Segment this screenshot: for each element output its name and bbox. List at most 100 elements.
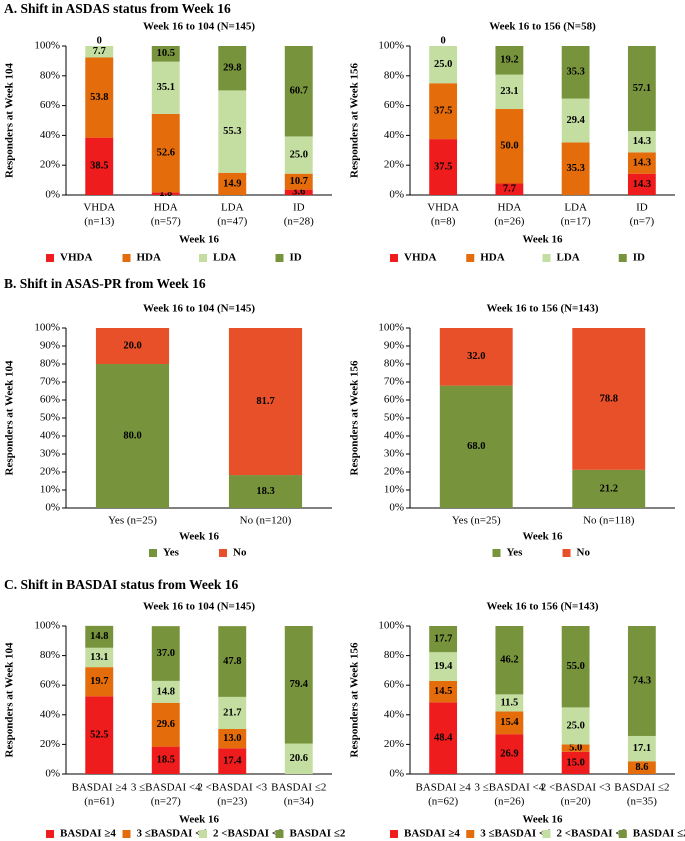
x-tick-label: (n=34) [284, 796, 314, 808]
legend-label: 2 <BASDAI <3 [213, 828, 284, 840]
y-tick-label: 60% [384, 394, 404, 406]
bar-segment [572, 328, 646, 470]
y-tick-label: 0% [45, 189, 60, 201]
value-label: 17.4 [223, 756, 242, 767]
chart-title: Week 16 to 156 (N=143) [487, 601, 599, 613]
value-label: 13.1 [90, 652, 108, 663]
bar-segment [151, 680, 180, 703]
x-axis-label: Week 16 [522, 531, 563, 543]
x-axis-label: Week 16 [179, 814, 220, 826]
legend-swatch [466, 254, 475, 262]
x-tick-label: (n=17) [561, 216, 591, 228]
value-label: 74.3 [633, 675, 651, 686]
value-label: 15.4 [500, 717, 519, 728]
bar-segment [429, 139, 458, 195]
value-label: 37.5 [434, 161, 452, 172]
y-tick-label: 80% [40, 358, 60, 370]
bar-segment [627, 46, 656, 132]
bar-segment [85, 667, 114, 697]
bar-segment [429, 626, 458, 653]
chart-title: Week 16 to 104 (N=145) [143, 601, 255, 613]
bar-segment [495, 46, 524, 75]
bar-segment [95, 364, 170, 508]
y-tick-label: 80% [384, 649, 404, 661]
y-tick-label: 60% [40, 394, 60, 406]
y-tick-label: 20% [384, 159, 404, 171]
y-tick-label: 80% [40, 69, 60, 81]
y-tick-label: 100% [34, 322, 60, 334]
value-label: 5.0 [569, 743, 582, 754]
x-tick-label: VHDA [427, 202, 459, 214]
bar-segment [495, 694, 524, 712]
value-label: 29.8 [223, 63, 241, 74]
y-tick-label: 30% [384, 448, 404, 460]
value-label: 80.0 [123, 430, 141, 441]
bar-segment [151, 61, 180, 114]
bar-segment [228, 475, 303, 508]
y-tick-label: 10% [40, 484, 60, 496]
legend-swatch [542, 830, 551, 838]
bar-segment [284, 743, 313, 774]
value-label: 21.7 [223, 707, 241, 718]
bar-segment [151, 702, 180, 747]
y-tick-label: 0% [389, 189, 404, 201]
y-tick-label: 10% [384, 484, 404, 496]
x-tick-label: (n=27) [151, 796, 181, 808]
chart-title: Week 16 to 156 (N=58) [489, 21, 596, 33]
bar-segment [561, 626, 590, 708]
y-tick-label: 40% [40, 708, 60, 720]
bar-segment [627, 152, 656, 174]
legend-swatch [618, 830, 627, 838]
value-label: 7.7 [503, 184, 516, 195]
value-label: 14.3 [633, 179, 651, 190]
y-axis-label: Responders at Week 156 [349, 360, 361, 475]
value-label: 35.3 [566, 67, 584, 78]
value-label: 20.0 [123, 340, 141, 351]
y-tick-label: 80% [384, 358, 404, 370]
legend-label: BASDAI ≥4 [404, 828, 460, 840]
value-label: 81.7 [256, 396, 274, 407]
bar-segment [218, 46, 247, 91]
y-tick-label: 70% [384, 376, 404, 388]
legend-swatch [466, 830, 475, 838]
bar-segment [95, 328, 170, 364]
section-title: A. Shift in ASDAS status from Week 16 [4, 1, 231, 16]
legend-swatch [542, 254, 551, 262]
x-tick-label: BASDAI ≥4 [416, 782, 472, 794]
value-label: 60.7 [290, 86, 308, 97]
bar-segment [627, 626, 656, 736]
legend-label: LDA [213, 252, 236, 264]
section-title: C. Shift in BASDAI status from Week 16 [4, 577, 239, 592]
legend-label: 2 <BASDAI <3 [557, 828, 628, 840]
legend-swatch [275, 830, 284, 838]
legend-label: No [577, 547, 591, 559]
value-label: 50.0 [500, 141, 518, 152]
value-label: 25.0 [566, 720, 584, 731]
bar-segment [218, 696, 247, 730]
legend-swatch [46, 830, 54, 838]
x-tick-label: (n=61) [84, 796, 114, 808]
value-label: 14.8 [157, 686, 175, 697]
legend-swatch [562, 549, 571, 557]
y-tick-label: 100% [34, 40, 60, 52]
y-tick-label: 20% [40, 466, 60, 478]
bar-segment [218, 90, 247, 173]
y-tick-label: 60% [384, 99, 404, 111]
y-tick-label: 30% [40, 448, 60, 460]
legend-label: BASDAI ≤2 [290, 828, 346, 840]
value-label: 46.2 [500, 655, 518, 666]
y-tick-label: 80% [384, 69, 404, 81]
bar-segment [429, 46, 458, 84]
bar-segment [151, 746, 180, 774]
value-label: 79.4 [290, 679, 309, 690]
legend-swatch [390, 830, 398, 838]
y-axis-label: Responders at Week 104 [4, 360, 16, 475]
bar-segment [429, 680, 458, 703]
x-tick-label: HDA [154, 202, 178, 214]
legend-label: VHDA [404, 252, 436, 264]
x-tick-label: Yes (n=25) [108, 515, 157, 527]
legend-label: HDA [137, 252, 162, 264]
value-label: 26.9 [500, 749, 518, 760]
legend-swatch [492, 549, 501, 557]
x-tick-label: HDA [497, 202, 521, 214]
